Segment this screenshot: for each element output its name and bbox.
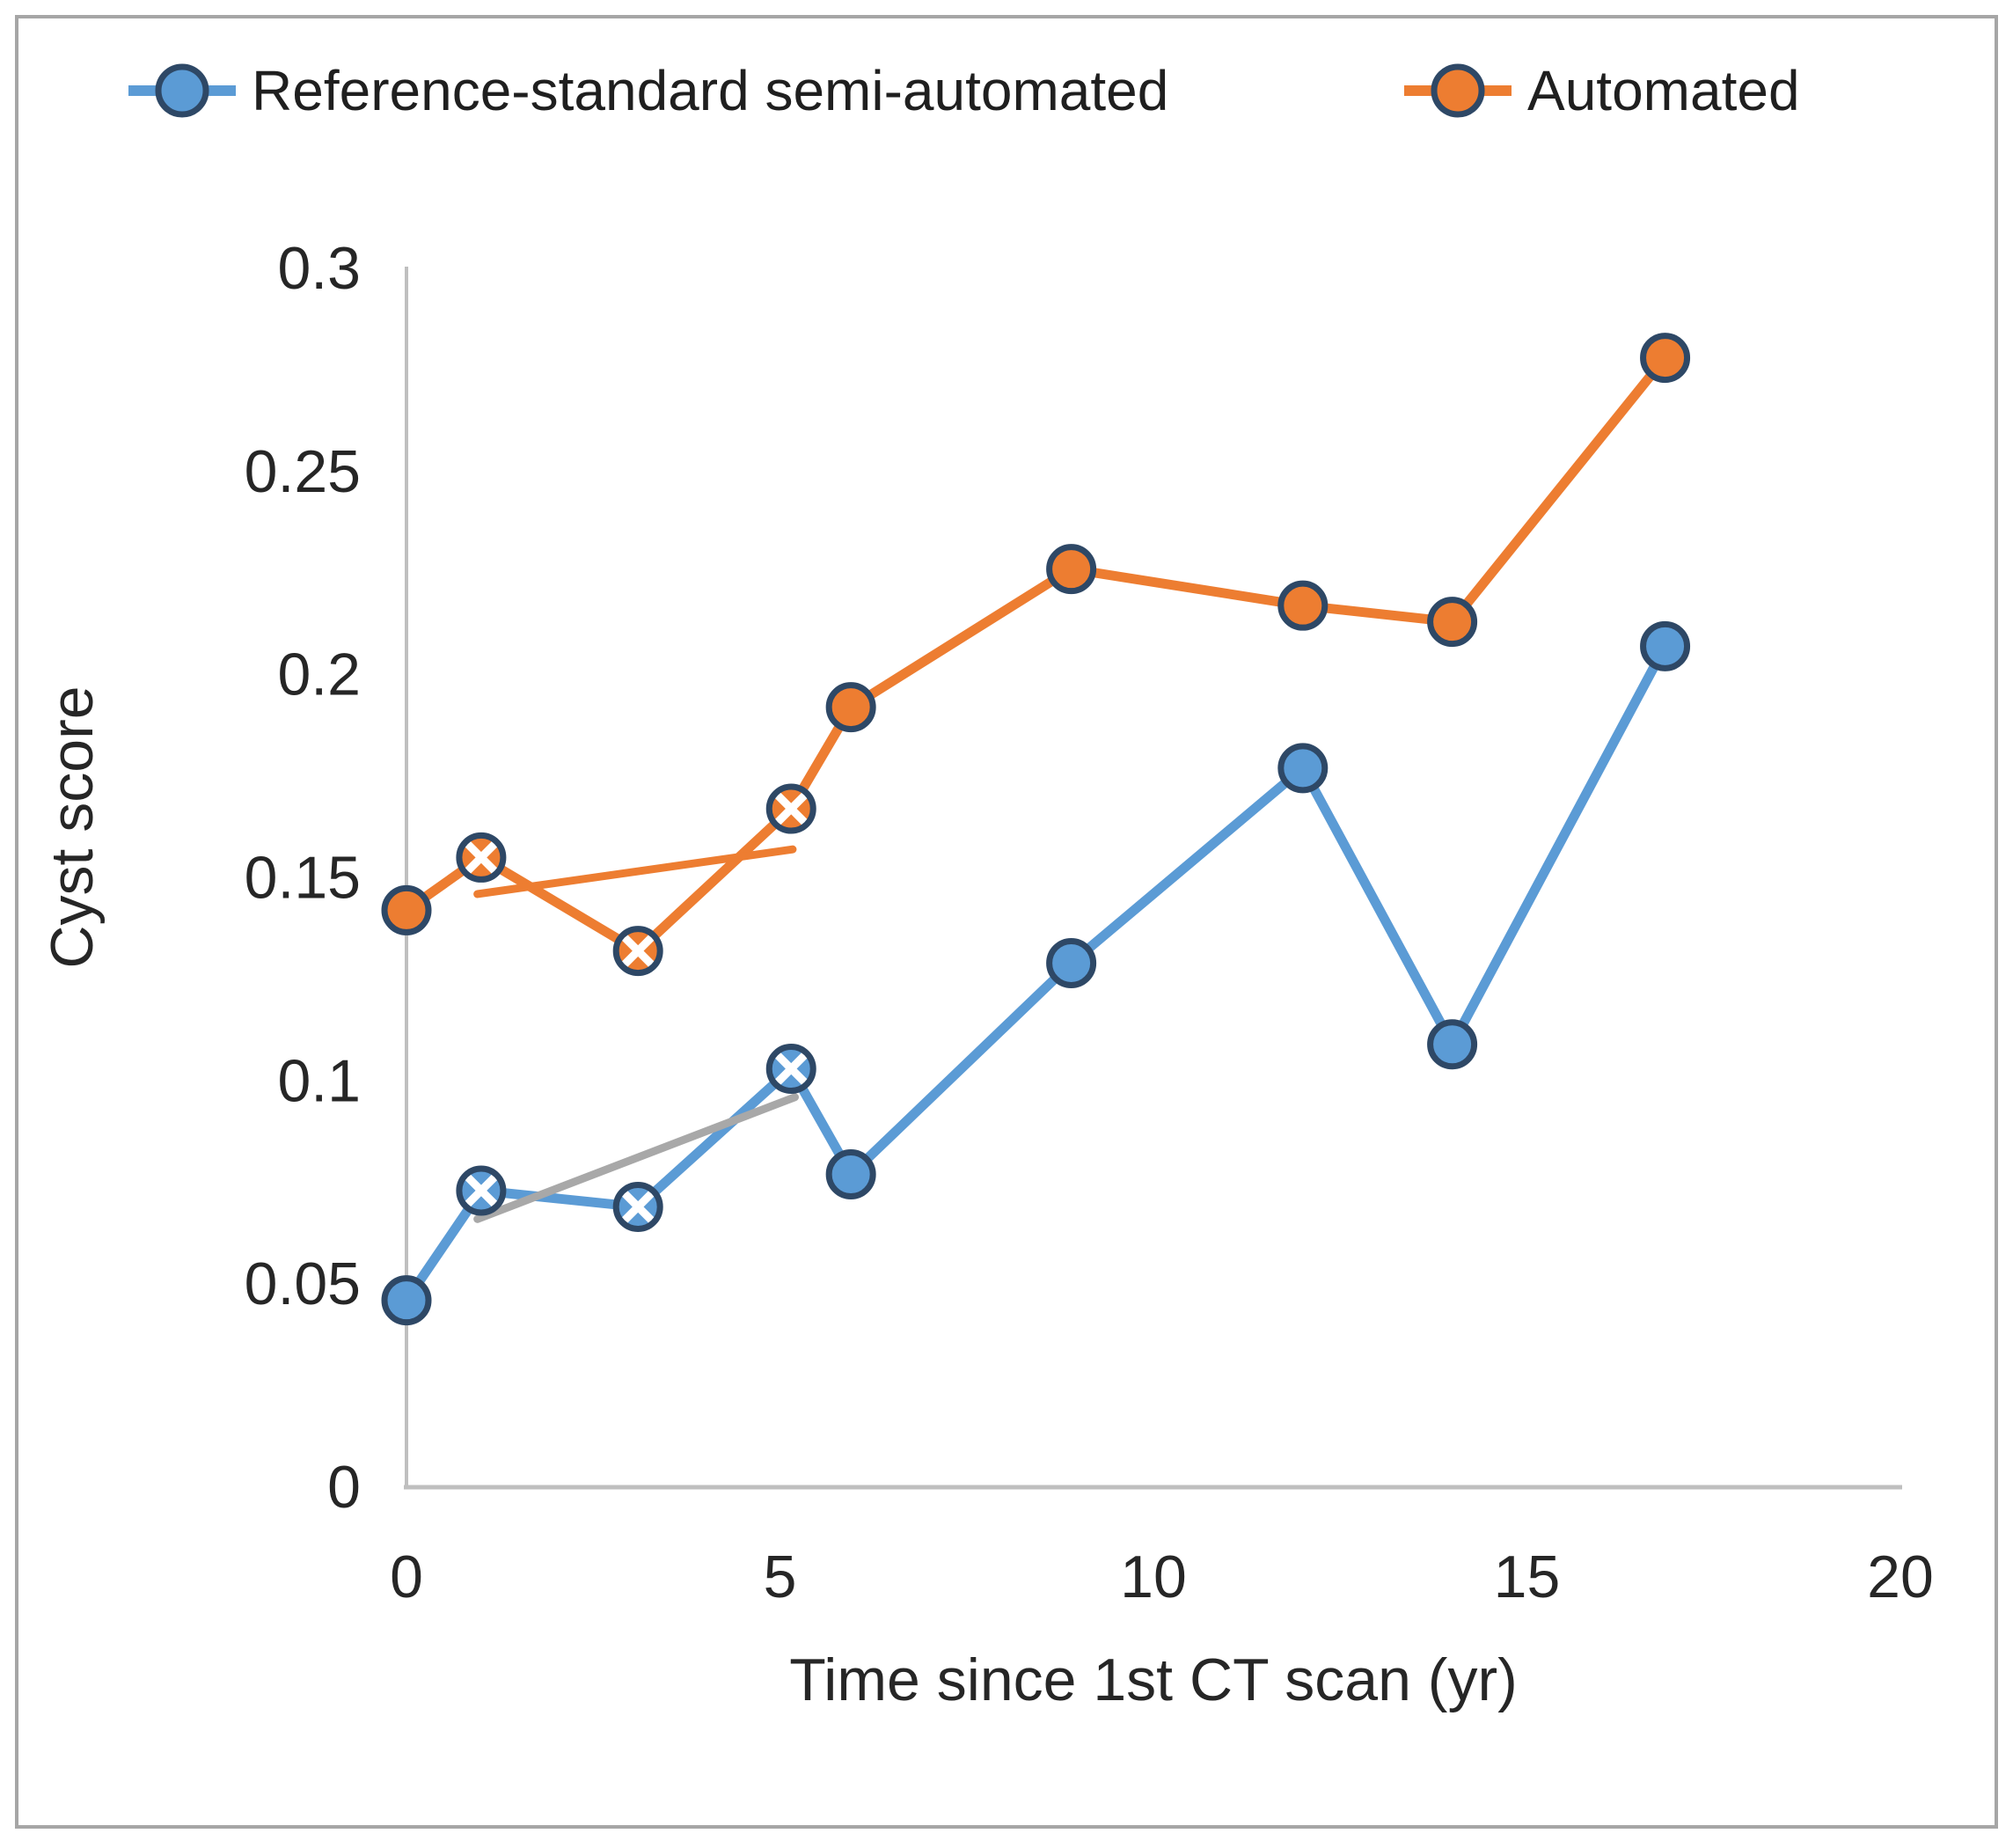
automated-trend-segment: [473, 845, 797, 898]
marker-border: [612, 1181, 663, 1232]
marker-border: [456, 832, 507, 883]
marker-border: [1640, 333, 1691, 384]
legend-item: Reference-standard semi-automated: [128, 59, 1168, 122]
x-tick-label: 15: [1494, 1544, 1561, 1610]
marker-border: [825, 682, 876, 733]
marker-fill: [1280, 745, 1325, 790]
y-tick-label: 0.3: [277, 235, 361, 302]
marker-fill: [1049, 941, 1094, 986]
marker-fill: [1280, 583, 1325, 628]
marker-fill: [384, 1278, 428, 1323]
marker-fill: [829, 1152, 874, 1197]
y-tick-label: 0.15: [245, 845, 361, 912]
x-tick-label: 0: [390, 1544, 423, 1610]
y-tick-label: 0: [327, 1454, 361, 1521]
marker-fill: [1430, 599, 1475, 644]
marker-x-stroke: [773, 1051, 809, 1086]
y-tick-label: 0.1: [277, 1047, 361, 1114]
legend-label: Automated: [1527, 59, 1800, 122]
marker-border: [381, 1275, 432, 1326]
semi-automated-trend-segment: [473, 1093, 799, 1223]
y-tick-label: 0.05: [245, 1250, 361, 1317]
marker-border: [765, 1043, 816, 1094]
marker-border: [612, 926, 663, 977]
y-tick-label: 0.25: [245, 438, 361, 505]
marker-x-stroke: [620, 1189, 655, 1224]
y-tick-label: 0.2: [277, 642, 361, 708]
legend-label: Reference-standard semi-automated: [252, 59, 1168, 122]
x-tick-label: 10: [1120, 1544, 1187, 1610]
figure-border: [15, 15, 1998, 1829]
marker-border: [1277, 580, 1329, 631]
x-tick-label: 20: [1867, 1544, 1934, 1610]
marker-border: [765, 783, 816, 834]
marker-border: [1277, 743, 1329, 794]
marker-border: [456, 1165, 507, 1216]
legend-marker-circle: [1431, 63, 1485, 118]
y-axis-title: Cyst score: [39, 686, 106, 968]
marker-fill: [384, 888, 428, 933]
marker-fill: [1643, 624, 1687, 669]
marker-border: [381, 884, 432, 935]
plot-area: 0 0.05 0.1 0.15 0.2 0.25 0.3 0 5 10 15 20: [245, 235, 1934, 1610]
marker-fill: [1049, 546, 1094, 591]
marker-border: [1427, 1019, 1478, 1070]
marker-x-stroke: [620, 934, 655, 969]
marker-fill: [1643, 335, 1687, 380]
marker-fill: [1430, 1022, 1475, 1067]
legend-marker-circle: [155, 63, 209, 118]
legend-item: Automated: [1404, 59, 1800, 122]
marker-x-stroke: [464, 840, 499, 875]
marker-border: [1427, 597, 1478, 648]
x-axis-title: Time since 1st CT scan (yr): [789, 1646, 1518, 1713]
x-tick-label: 5: [764, 1544, 797, 1610]
marker-border: [825, 1149, 876, 1200]
marker-border: [1640, 620, 1691, 671]
marker-border: [1046, 544, 1097, 595]
marker-border: [1046, 937, 1097, 988]
marker-x-stroke: [464, 1173, 499, 1208]
marker-fill: [829, 685, 874, 730]
legend: Reference-standard semi-automated Automa…: [128, 59, 1800, 122]
marker-x-stroke: [773, 791, 809, 826]
